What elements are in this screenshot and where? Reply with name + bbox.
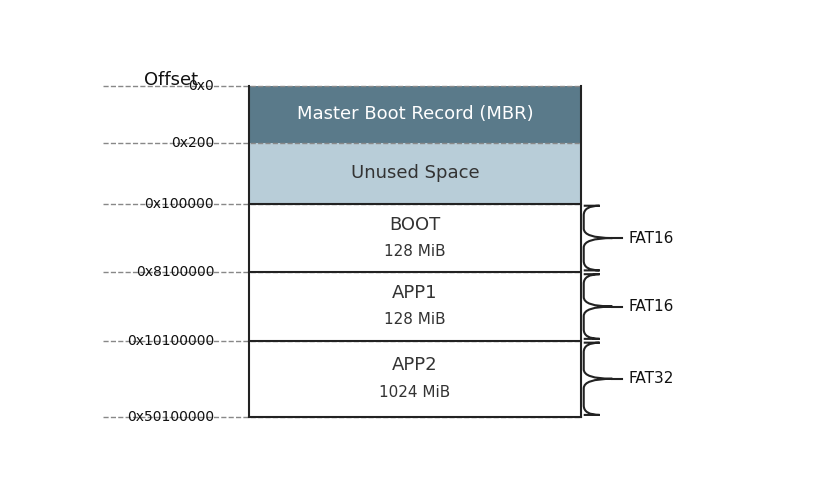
Text: 128 MiB: 128 MiB xyxy=(384,244,446,259)
Text: 0x10100000: 0x10100000 xyxy=(127,334,215,348)
Bar xyxy=(249,204,580,272)
Text: Unused Space: Unused Space xyxy=(351,165,479,182)
Text: 128 MiB: 128 MiB xyxy=(384,312,446,328)
Text: 0x50100000: 0x50100000 xyxy=(127,410,215,424)
Text: 0x200: 0x200 xyxy=(171,136,215,150)
Text: 0x100000: 0x100000 xyxy=(145,197,215,211)
Text: BOOT: BOOT xyxy=(390,216,441,234)
Text: APP2: APP2 xyxy=(392,357,438,374)
Bar xyxy=(249,341,580,417)
Text: Offset: Offset xyxy=(144,71,198,89)
Text: APP1: APP1 xyxy=(392,284,437,302)
Text: FAT16: FAT16 xyxy=(628,231,674,246)
Bar xyxy=(249,143,580,204)
Text: 1024 MiB: 1024 MiB xyxy=(379,385,450,400)
Text: 0x0: 0x0 xyxy=(188,79,215,93)
Text: 0x8100000: 0x8100000 xyxy=(136,265,215,279)
Bar xyxy=(249,86,580,143)
Bar xyxy=(249,272,580,341)
Text: Master Boot Record (MBR): Master Boot Record (MBR) xyxy=(297,105,533,124)
Text: FAT16: FAT16 xyxy=(628,299,674,314)
Text: FAT32: FAT32 xyxy=(628,371,674,386)
